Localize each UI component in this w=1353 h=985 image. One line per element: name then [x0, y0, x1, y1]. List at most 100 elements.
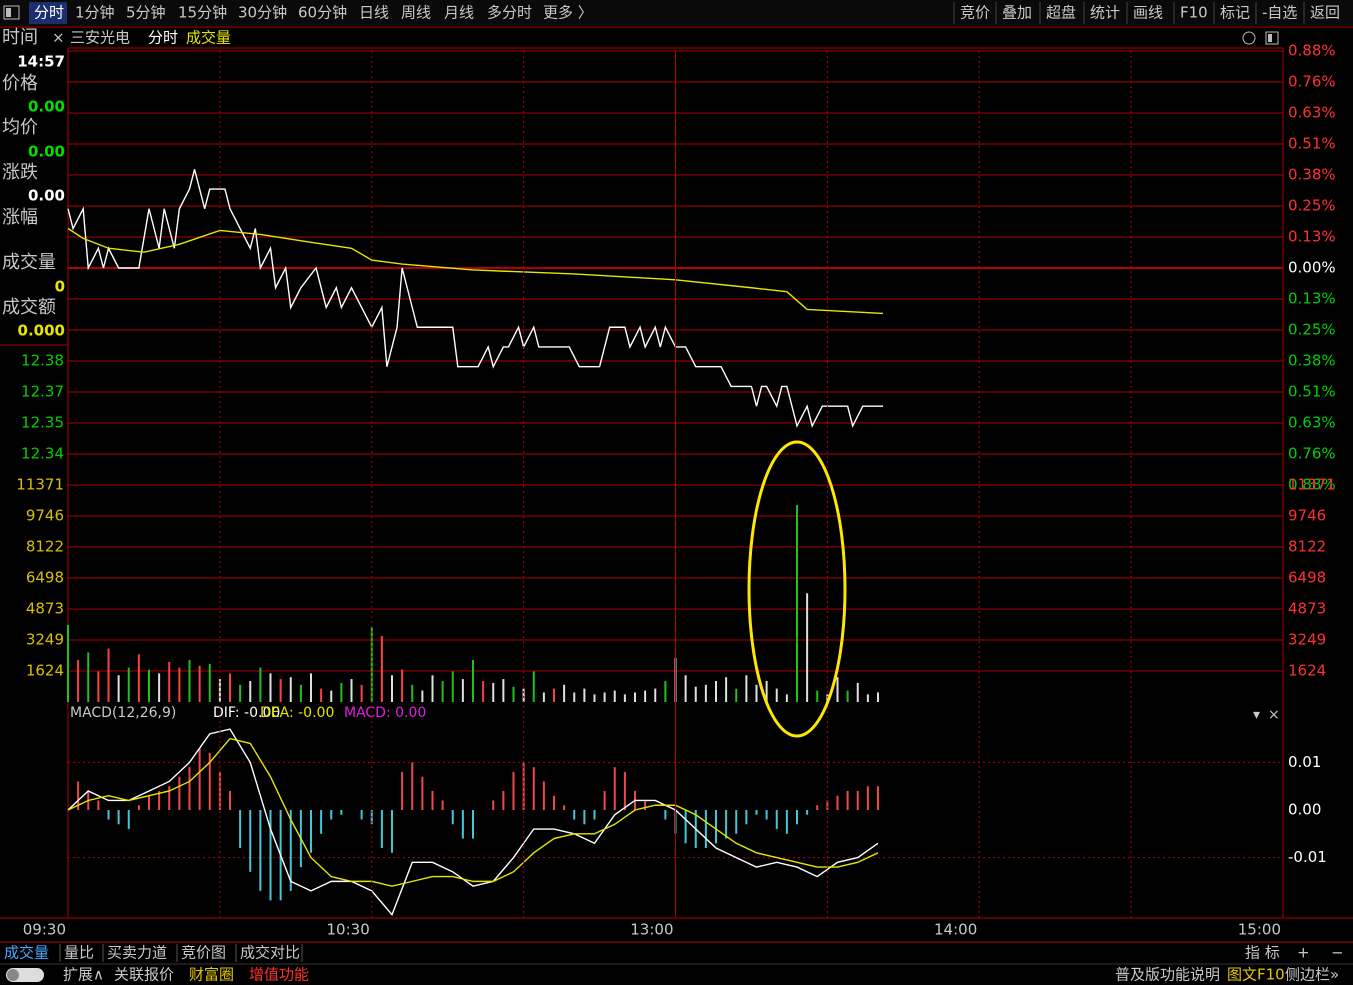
toolbar-button[interactable]: 超盘 [1046, 4, 1076, 22]
toolbar-tab[interactable]: 60分钟 [298, 4, 347, 22]
y2-tick-label: 8122 [1288, 538, 1326, 556]
y2-tick-label: 1624 [1288, 662, 1326, 680]
toolbar-icon-part [6, 8, 11, 17]
toolbar-tab[interactable]: 30分钟 [238, 4, 287, 22]
toolbar-tab[interactable]: 5分钟 [126, 4, 166, 22]
y2-tick-label: 0.51% [1288, 382, 1336, 400]
y2-tick-label: 0.88% [1288, 42, 1336, 60]
info-label: 成交量 [2, 252, 56, 273]
toolbar-tab[interactable]: 日线 [359, 4, 389, 22]
y-tick-label: 1624 [26, 662, 64, 680]
y2-tick-label: 0.38% [1288, 165, 1336, 183]
toolbar-button[interactable]: 返回 [1310, 4, 1340, 22]
y2-tick-label: 11371 [1288, 476, 1336, 494]
bottom-button[interactable]: − [1331, 944, 1344, 962]
y2-tick-label: -0.01 [1288, 848, 1327, 866]
close-button[interactable]: × [52, 29, 65, 47]
status-item[interactable]: 扩展∧ [63, 966, 104, 984]
toolbar-tab[interactable]: 15分钟 [178, 4, 227, 22]
y2-tick-label: 0.38% [1288, 352, 1336, 370]
info-value: 0.00 [28, 98, 65, 116]
y-tick-label: 12.37 [21, 383, 64, 401]
info-value: 0.00 [28, 187, 65, 205]
info-label: 价格 [2, 73, 38, 94]
info-label: 成交额 [2, 297, 56, 318]
close-button[interactable]: × [1268, 707, 1280, 723]
status-item[interactable]: 普及版功能说明 [1115, 966, 1220, 984]
bottom-tab[interactable]: 竞价图 [181, 944, 226, 962]
y-tick-label: 6498 [26, 568, 64, 586]
status-item[interactable]: 关联报价 [114, 966, 174, 984]
x-tick-label: 15:00 [1238, 921, 1281, 939]
info-label: 涨跌 [2, 162, 38, 183]
y2-tick-label: 0.13% [1288, 227, 1336, 245]
toolbar-button[interactable]: F10 [1180, 4, 1208, 22]
y2-tick-label: 0.88% [1288, 476, 1336, 494]
info-label: 时间 [2, 27, 38, 48]
x-tick-label: 09:30 [23, 921, 66, 939]
toolbar-button[interactable]: 统计 [1090, 4, 1120, 22]
macd-indicator: DEA: -0.00 [260, 705, 334, 721]
x-tick-label: 14:00 [934, 921, 977, 939]
toolbar-button[interactable]: 标记 [1220, 4, 1250, 22]
price-line [67, 169, 884, 428]
info-label: 均价 [2, 117, 38, 138]
y2-tick-label: 0.76% [1288, 73, 1336, 91]
status-item[interactable]: 财富圈 [189, 966, 234, 984]
y2-tick-label: 0.01 [1288, 753, 1321, 771]
header-icon[interactable] [1242, 31, 1256, 45]
y-tick-label: 11371 [16, 476, 64, 494]
toolbar-button[interactable]: 竞价 [960, 4, 990, 22]
status-item[interactable]: 图文F10 [1227, 966, 1285, 984]
dropdown-button[interactable]: ▾ [1253, 707, 1260, 723]
header-icon-part [1268, 34, 1272, 42]
active-tab-bg [29, 2, 67, 24]
toolbar-tab[interactable]: 多分时 [487, 4, 532, 22]
bottom-tab[interactable]: 成交对比 [240, 944, 300, 962]
y-tick-label: 3249 [26, 630, 64, 648]
bottom-button[interactable]: 指 标 [1245, 944, 1280, 962]
y-tick-label: 8122 [26, 538, 64, 556]
y-tick-label: 12.38 [21, 352, 64, 370]
macd-indicator: DIF: -0.00 [213, 705, 280, 721]
stock-name: 三安光电 [70, 29, 130, 47]
toolbar-tab[interactable]: 周线 [401, 4, 431, 22]
header-icon[interactable] [1265, 31, 1279, 45]
toolbar-tab[interactable]: 分时 [34, 4, 64, 22]
status-item[interactable]: 增值功能 [249, 966, 309, 984]
y2-tick-label: 0.63% [1288, 103, 1336, 121]
info-value: 0 [55, 278, 65, 296]
macd-title: MACD(12,26,9) [70, 705, 176, 721]
macd-indicator: MACD: 0.00 [344, 705, 426, 721]
y2-tick-label: 6498 [1288, 568, 1326, 586]
chart-mode: 分时 [148, 29, 178, 47]
y2-tick-label: 4873 [1288, 600, 1326, 618]
toolbar-tab[interactable]: 更多 〉 [543, 4, 593, 22]
toolbar-tab[interactable]: 1分钟 [75, 4, 115, 22]
status-item[interactable]: 侧边栏» [1285, 966, 1339, 984]
y2-tick-label: 0.25% [1288, 320, 1336, 338]
toolbar-button[interactable]: 叠加 [1002, 4, 1032, 22]
y2-tick-label: 0.00% [1288, 259, 1336, 277]
y2-tick-label: 0.13% [1288, 290, 1336, 308]
toolbar-button[interactable]: -自选 [1262, 4, 1297, 22]
toolbar-button[interactable]: 画线 [1133, 4, 1163, 22]
bottom-tab[interactable]: 成交量 [4, 944, 49, 962]
bottom-button[interactable]: + [1297, 944, 1310, 962]
bottom-tab[interactable]: 买卖力道 [107, 944, 167, 962]
toolbar-icon[interactable] [3, 5, 20, 20]
toolbar-tab[interactable]: 月线 [444, 4, 474, 22]
highlight-ellipse [747, 440, 847, 738]
info-value: 0.00 [28, 143, 65, 161]
toggle-knob [7, 969, 19, 981]
info-label: 涨幅 [2, 207, 38, 228]
y-tick-label: 12.34 [21, 445, 64, 463]
y2-tick-label: 0.25% [1288, 197, 1336, 215]
y2-tick-label: 0.76% [1288, 444, 1336, 462]
info-value: 14:57 [17, 53, 65, 71]
bottom-tab[interactable]: 量比 [64, 944, 94, 962]
average-line [67, 227, 884, 315]
y-tick-label: 9746 [26, 507, 64, 525]
